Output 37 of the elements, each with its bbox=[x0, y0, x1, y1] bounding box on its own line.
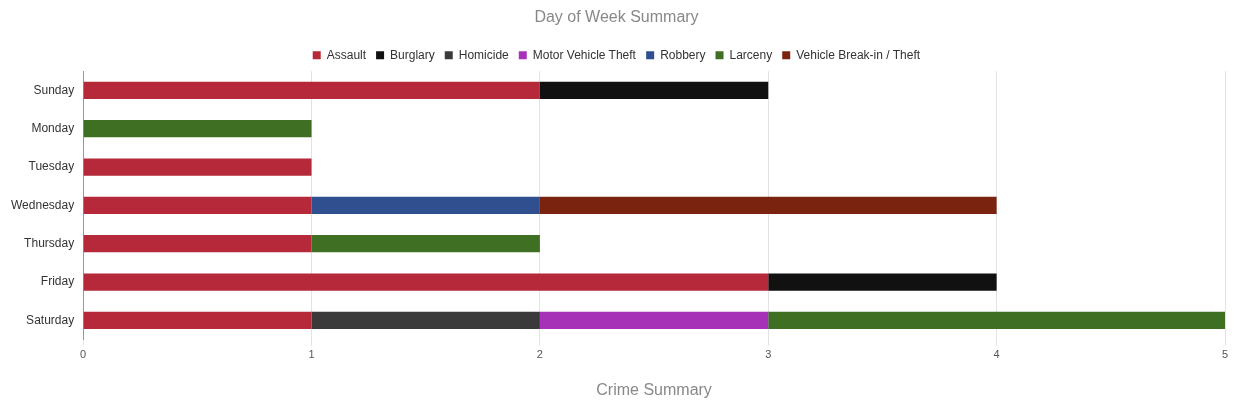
bar bbox=[83, 81, 540, 99]
legend-label: Vehicle Break-in / Theft bbox=[796, 47, 921, 62]
bar bbox=[83, 120, 312, 138]
bar bbox=[83, 196, 312, 215]
legend-label: Burglary bbox=[390, 47, 435, 62]
bar bbox=[83, 273, 769, 291]
y-tick-label: Tuesday bbox=[28, 159, 75, 174]
x-tick-label: 0 bbox=[80, 348, 87, 361]
y-tick-label: Sunday bbox=[33, 82, 75, 97]
legend-label: Larceny bbox=[729, 47, 773, 62]
bar bbox=[539, 81, 769, 99]
y-tick-label: Monday bbox=[31, 121, 75, 136]
bar bbox=[311, 196, 540, 215]
y-tick-label: Wednesday bbox=[11, 197, 75, 212]
legend-label: Homicide bbox=[458, 47, 510, 62]
y-tick-label: Friday bbox=[40, 274, 75, 289]
y-tick-label: Thursday bbox=[24, 236, 75, 251]
chart-title: Day of Week Summary bbox=[534, 8, 699, 26]
bar bbox=[83, 235, 312, 253]
bar bbox=[311, 235, 540, 253]
x-tick-label: 3 bbox=[765, 348, 772, 361]
bar bbox=[768, 311, 1225, 330]
bar bbox=[539, 311, 769, 330]
x-tick-label: 5 bbox=[1221, 348, 1229, 361]
legend-label: Robbery bbox=[660, 47, 706, 62]
x-tick-label: 4 bbox=[993, 348, 1000, 361]
bar bbox=[768, 273, 997, 291]
y-tick-label: Saturday bbox=[26, 312, 75, 327]
legend-label: Motor Vehicle Theft bbox=[532, 47, 637, 62]
bar bbox=[83, 311, 312, 330]
x-tick-label: 2 bbox=[536, 348, 543, 361]
legend-label: Assault bbox=[326, 47, 367, 62]
bar bbox=[83, 158, 312, 176]
bar bbox=[311, 311, 540, 330]
x-axis-title: Crime Summary bbox=[596, 380, 712, 398]
bar bbox=[539, 196, 997, 215]
x-tick-label: 1 bbox=[308, 348, 315, 361]
